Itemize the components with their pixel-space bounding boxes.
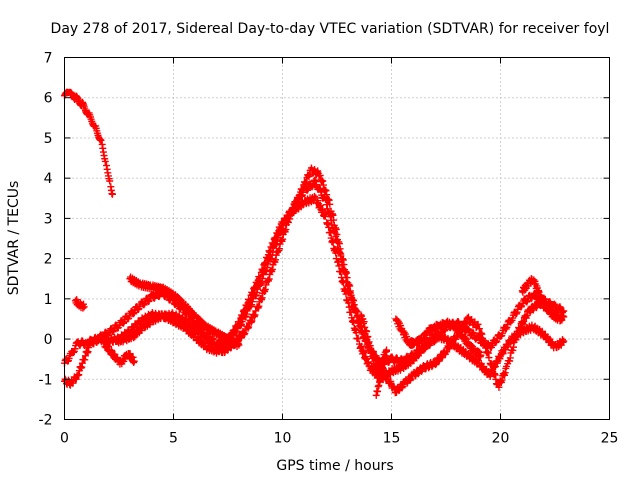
plot-frame bbox=[64, 57, 610, 420]
x-tick-label: 10 bbox=[274, 431, 292, 447]
x-axis-label: GPS time / hours bbox=[276, 458, 393, 474]
series-track-c bbox=[113, 192, 568, 385]
y-tick-label: -2 bbox=[39, 413, 53, 429]
y-tick-label: 5 bbox=[44, 131, 53, 147]
data-point-markers bbox=[392, 315, 485, 361]
data-point-markers bbox=[113, 192, 568, 385]
series-track-h bbox=[71, 296, 88, 312]
x-tick-label: 25 bbox=[601, 431, 619, 447]
data-point-markers bbox=[100, 338, 138, 368]
data-series bbox=[61, 88, 568, 399]
data-point-markers bbox=[518, 275, 568, 325]
y-axis-label: SDTVAR / TECUs bbox=[6, 181, 22, 296]
chart-title: Day 278 of 2017, Sidereal Day-to-day VTE… bbox=[51, 21, 610, 37]
y-tick-label: 0 bbox=[44, 332, 53, 348]
y-tick-label: 1 bbox=[44, 292, 53, 308]
y-tick-label: 3 bbox=[44, 211, 53, 227]
data-point-markers bbox=[126, 273, 243, 350]
series-track-d bbox=[126, 273, 243, 350]
x-tick-label: 0 bbox=[60, 431, 69, 447]
x-tick-label: 20 bbox=[492, 431, 510, 447]
y-tick-label: 4 bbox=[44, 171, 53, 187]
x-tick-label: 5 bbox=[169, 431, 178, 447]
y-tick-label: 7 bbox=[44, 51, 53, 67]
series-track-g bbox=[392, 315, 485, 361]
series-track-early-high bbox=[61, 88, 116, 198]
data-point-markers bbox=[357, 311, 391, 399]
y-tick-label: 2 bbox=[44, 252, 53, 268]
data-point-markers bbox=[61, 88, 116, 198]
series-track-f bbox=[357, 311, 391, 399]
data-point-markers bbox=[71, 296, 88, 312]
series-track-i bbox=[518, 275, 568, 325]
y-tick-label: 6 bbox=[44, 91, 53, 107]
y-tick-label: -1 bbox=[39, 372, 53, 388]
series-track-e bbox=[100, 338, 138, 368]
x-tick-label: 15 bbox=[383, 431, 401, 447]
axis-ticks: 0 5 10 15 20 25 -2 -1 0 1 2 3 4 5 6 7 bbox=[39, 51, 619, 447]
